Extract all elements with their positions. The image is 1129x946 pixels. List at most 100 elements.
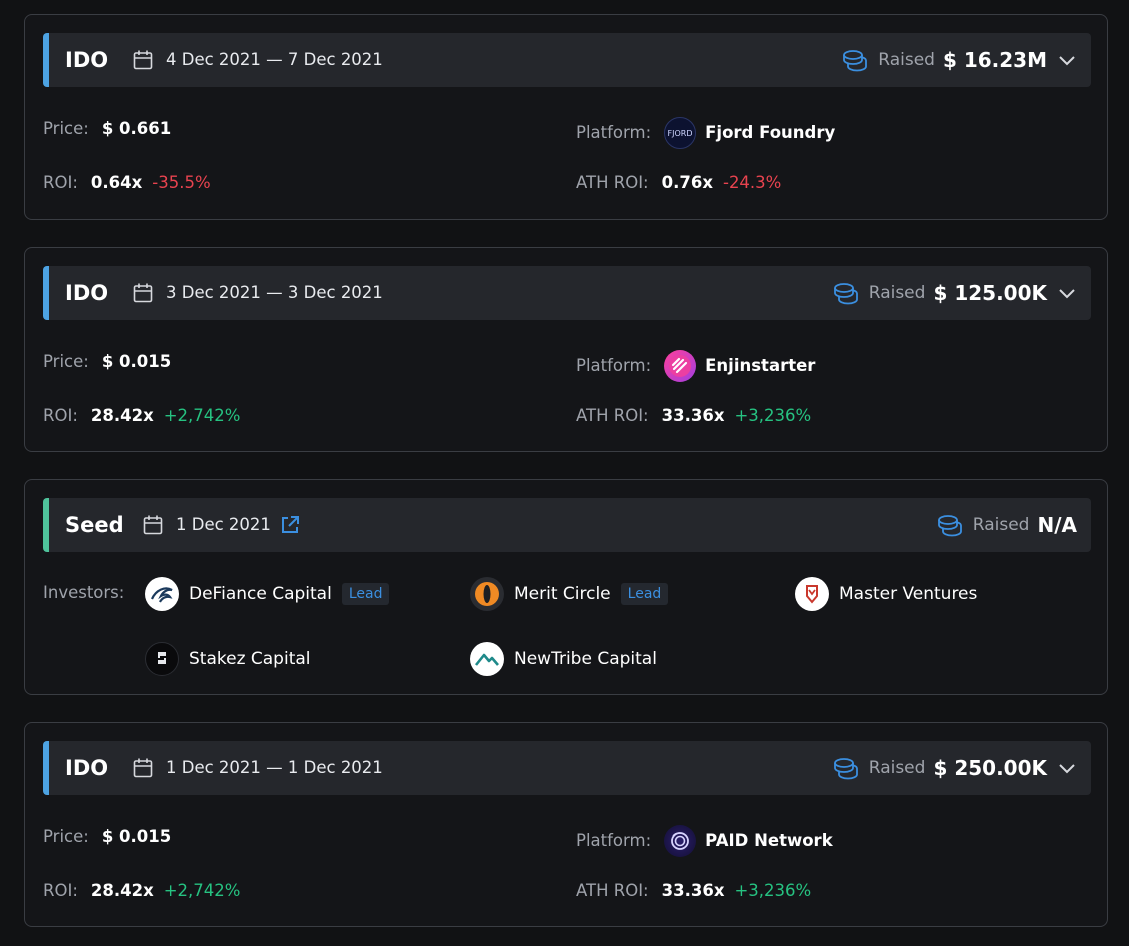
round-header: Seed 1 Dec 2021 Raised N/A bbox=[43, 498, 1091, 552]
chevron-down-icon[interactable] bbox=[1057, 50, 1077, 70]
round-card-ido-1: IDO 4 Dec 2021 — 7 Dec 2021 Raised $ 16.… bbox=[24, 14, 1108, 220]
ath-roi-percent: +3,236% bbox=[734, 406, 812, 425]
round-header[interactable]: IDO 1 Dec 2021 — 1 Dec 2021 Raised $ 250… bbox=[43, 741, 1091, 795]
ath-roi-label: ATH ROI: bbox=[576, 881, 649, 900]
roi-row: ROI: 0.64x -35.5% bbox=[43, 171, 211, 195]
roi-label: ROI: bbox=[43, 173, 78, 192]
ath-roi-value: 33.36x bbox=[661, 881, 725, 900]
raised-label: Raised bbox=[868, 283, 926, 303]
calendar-icon bbox=[133, 283, 153, 303]
master-ventures-logo-icon bbox=[795, 577, 829, 611]
price-row: Price: $ 0.661 bbox=[43, 117, 171, 141]
platform-row: Platform: PAID Network bbox=[576, 825, 833, 857]
ath-roi-label: ATH ROI: bbox=[576, 173, 649, 192]
ath-roi-row: ATH ROI: 0.76x -24.3% bbox=[576, 171, 781, 195]
newtribe-capital-logo-icon bbox=[470, 642, 504, 676]
coins-icon bbox=[833, 283, 858, 305]
roi-value: 28.42x bbox=[90, 881, 154, 900]
price-value: $ 0.015 bbox=[101, 352, 172, 371]
round-card-seed: Seed 1 Dec 2021 Raised N/A Investors: De… bbox=[24, 479, 1108, 695]
roi-label: ROI: bbox=[43, 881, 78, 900]
platform-row: Platform: FJORD Fjord Foundry bbox=[576, 117, 835, 149]
round-type: IDO bbox=[65, 281, 109, 305]
raised-label: Raised bbox=[868, 758, 926, 778]
roi-percent: +2,742% bbox=[163, 881, 241, 900]
investor-item[interactable]: NewTribe Capital bbox=[470, 642, 657, 676]
enjinstarter-logo-icon bbox=[664, 350, 697, 382]
investor-item[interactable]: DeFiance Capital Lead bbox=[145, 577, 390, 611]
chevron-down-icon[interactable] bbox=[1057, 283, 1077, 303]
investor-item[interactable]: Stakez Capital bbox=[145, 642, 311, 676]
price-row: Price: $ 0.015 bbox=[43, 825, 171, 849]
calendar-icon bbox=[133, 50, 153, 70]
coins-icon bbox=[937, 515, 962, 537]
round-header[interactable]: IDO 4 Dec 2021 — 7 Dec 2021 Raised $ 16.… bbox=[43, 33, 1091, 87]
round-type: IDO bbox=[65, 48, 109, 72]
calendar-icon bbox=[143, 515, 163, 535]
round-type: Seed bbox=[65, 513, 124, 537]
roi-percent: -35.5% bbox=[152, 173, 211, 192]
raised-group: Raised $ 16.23M bbox=[842, 33, 1077, 87]
investors-label: Investors: bbox=[43, 583, 125, 602]
roi-row: ROI: 28.42x +2,742% bbox=[43, 879, 240, 903]
investor-name: Merit Circle bbox=[514, 584, 611, 604]
price-label: Price: bbox=[43, 119, 89, 138]
raised-value: $ 250.00K bbox=[933, 756, 1047, 780]
investor-name: Stakez Capital bbox=[189, 649, 311, 669]
ath-roi-label: ATH ROI: bbox=[576, 406, 649, 425]
price-value: $ 0.015 bbox=[101, 827, 172, 846]
investor-name: Master Ventures bbox=[839, 584, 978, 604]
chevron-down-icon[interactable] bbox=[1057, 758, 1077, 778]
raised-group: Raised $ 250.00K bbox=[833, 741, 1077, 795]
lead-badge: Lead bbox=[341, 583, 390, 605]
investor-item[interactable]: Master Ventures bbox=[795, 577, 977, 611]
coins-icon bbox=[843, 50, 868, 72]
ath-roi-row: ATH ROI: 33.36x +3,236% bbox=[576, 404, 811, 428]
round-card-ido-2: IDO 3 Dec 2021 — 3 Dec 2021 Raised $ 125… bbox=[24, 247, 1108, 452]
round-dates: 1 Dec 2021 bbox=[176, 515, 271, 534]
round-dates: 4 Dec 2021 — 7 Dec 2021 bbox=[166, 50, 383, 69]
coins-icon bbox=[833, 758, 858, 780]
calendar-icon bbox=[133, 758, 153, 778]
investor-name: NewTribe Capital bbox=[514, 649, 657, 669]
round-dates: 1 Dec 2021 — 1 Dec 2021 bbox=[166, 758, 383, 777]
platform-label: Platform: bbox=[576, 356, 652, 375]
round-header[interactable]: IDO 3 Dec 2021 — 3 Dec 2021 Raised $ 125… bbox=[43, 266, 1091, 320]
ath-roi-row: ATH ROI: 33.36x +3,236% bbox=[576, 879, 811, 903]
price-value: $ 0.661 bbox=[101, 119, 172, 138]
external-link-icon[interactable] bbox=[279, 514, 301, 536]
roi-percent: +2,742% bbox=[163, 406, 241, 425]
ath-roi-percent: -24.3% bbox=[722, 173, 782, 192]
platform-label: Platform: bbox=[576, 831, 652, 850]
svg-text:FJORD: FJORD bbox=[668, 129, 693, 138]
raised-group: Raised $ 125.00K bbox=[833, 266, 1077, 320]
platform-row: Platform: Enjinstarter bbox=[576, 350, 815, 382]
raised-label: Raised bbox=[972, 515, 1030, 535]
investor-item[interactable]: Merit Circle Lead bbox=[470, 577, 669, 611]
lead-badge: Lead bbox=[620, 583, 669, 605]
ath-roi-percent: +3,236% bbox=[734, 881, 812, 900]
raised-value: N/A bbox=[1037, 513, 1077, 537]
paid-network-logo-icon bbox=[664, 825, 697, 857]
platform-name[interactable]: Fjord Foundry bbox=[705, 123, 836, 142]
roi-value: 0.64x bbox=[90, 173, 143, 192]
price-label: Price: bbox=[43, 827, 89, 846]
ath-roi-value: 0.76x bbox=[661, 173, 713, 192]
roi-row: ROI: 28.42x +2,742% bbox=[43, 404, 240, 428]
stakez-capital-logo-icon bbox=[145, 642, 179, 676]
raised-group: Raised N/A bbox=[937, 498, 1077, 552]
fjord-foundry-logo-icon: FJORD bbox=[664, 117, 697, 149]
platform-name[interactable]: PAID Network bbox=[705, 831, 833, 850]
investor-name: DeFiance Capital bbox=[189, 584, 332, 604]
round-dates: 3 Dec 2021 — 3 Dec 2021 bbox=[166, 283, 383, 302]
price-label: Price: bbox=[43, 352, 89, 371]
price-row: Price: $ 0.015 bbox=[43, 350, 171, 374]
round-card-ido-3: IDO 1 Dec 2021 — 1 Dec 2021 Raised $ 250… bbox=[24, 722, 1108, 927]
merit-circle-logo-icon bbox=[470, 577, 504, 611]
defiance-capital-logo-icon bbox=[145, 577, 179, 611]
ath-roi-value: 33.36x bbox=[661, 406, 725, 425]
platform-name[interactable]: Enjinstarter bbox=[705, 356, 816, 375]
raised-label: Raised bbox=[878, 50, 935, 70]
round-type: IDO bbox=[65, 756, 109, 780]
raised-value: $ 16.23M bbox=[942, 48, 1047, 72]
